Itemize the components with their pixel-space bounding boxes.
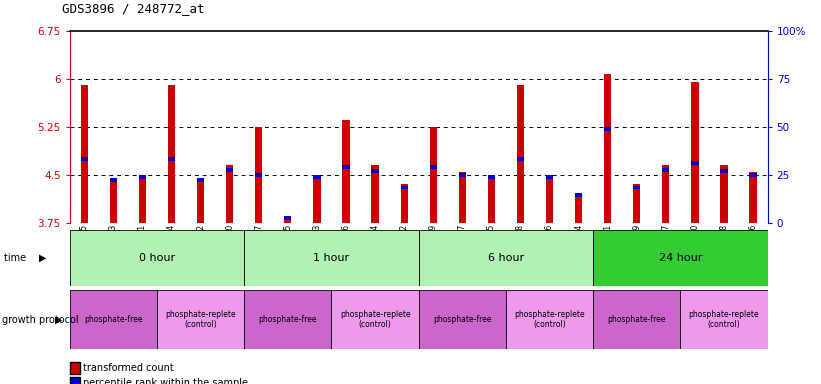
Bar xyxy=(663,165,669,223)
Bar xyxy=(168,85,175,223)
Bar xyxy=(139,175,146,223)
Bar xyxy=(342,165,350,169)
Bar xyxy=(429,165,437,169)
Bar xyxy=(110,178,117,182)
Bar xyxy=(459,173,466,177)
Text: phosphate-replete
(control): phosphate-replete (control) xyxy=(165,310,236,329)
Text: transformed count: transformed count xyxy=(83,363,174,373)
Bar xyxy=(720,169,727,173)
Bar xyxy=(429,127,437,223)
Text: GDS3896 / 248772_at: GDS3896 / 248772_at xyxy=(62,2,204,15)
Bar xyxy=(332,290,419,349)
Bar xyxy=(488,175,495,223)
Bar xyxy=(633,185,640,189)
Bar xyxy=(401,184,408,223)
Bar xyxy=(314,175,320,179)
Bar xyxy=(681,290,768,349)
Bar xyxy=(226,165,233,223)
Bar xyxy=(245,230,419,286)
Text: phosphate-free: phosphate-free xyxy=(84,315,143,324)
Text: phosphate-replete
(control): phosphate-replete (control) xyxy=(514,310,585,329)
Text: ▶: ▶ xyxy=(55,314,62,325)
Bar xyxy=(604,127,612,131)
Bar xyxy=(593,230,768,286)
Bar xyxy=(80,157,88,161)
Bar xyxy=(110,178,117,223)
Bar xyxy=(70,230,245,286)
Bar xyxy=(488,175,495,179)
Bar xyxy=(197,178,204,223)
Text: ▶: ▶ xyxy=(39,253,47,263)
Bar xyxy=(371,169,378,173)
Bar xyxy=(226,168,233,172)
Bar xyxy=(371,165,378,223)
Bar xyxy=(255,127,263,223)
Bar xyxy=(575,193,582,197)
Bar xyxy=(517,85,524,223)
Text: phosphate-free: phosphate-free xyxy=(259,315,317,324)
Bar xyxy=(593,290,681,349)
Text: 24 hour: 24 hour xyxy=(658,253,702,263)
Bar xyxy=(284,216,291,223)
Text: 1 hour: 1 hour xyxy=(314,253,350,263)
Bar xyxy=(314,176,320,223)
Bar xyxy=(506,290,594,349)
Text: time: time xyxy=(4,253,30,263)
Bar xyxy=(750,172,757,223)
Text: 6 hour: 6 hour xyxy=(488,253,524,263)
Bar xyxy=(284,216,291,220)
Bar xyxy=(575,194,582,223)
Bar xyxy=(401,185,408,189)
Bar xyxy=(255,173,263,177)
Text: phosphate-replete
(control): phosphate-replete (control) xyxy=(689,310,759,329)
Bar xyxy=(459,172,466,223)
Bar xyxy=(342,120,350,223)
Text: growth protocol: growth protocol xyxy=(2,314,81,325)
Bar xyxy=(80,85,88,223)
Bar xyxy=(546,175,553,179)
Text: phosphate-free: phosphate-free xyxy=(608,315,666,324)
Bar xyxy=(168,157,175,161)
Text: phosphate-replete
(control): phosphate-replete (control) xyxy=(340,310,410,329)
Bar xyxy=(720,165,727,223)
Bar xyxy=(419,230,594,286)
Bar xyxy=(419,290,506,349)
Bar xyxy=(139,175,146,179)
Bar xyxy=(157,290,245,349)
Text: 0 hour: 0 hour xyxy=(139,253,175,263)
Bar xyxy=(633,184,640,223)
Bar xyxy=(546,175,553,223)
Bar xyxy=(70,290,157,349)
Bar xyxy=(197,178,204,182)
Text: percentile rank within the sample: percentile rank within the sample xyxy=(83,378,248,384)
Bar xyxy=(245,290,332,349)
Text: phosphate-free: phosphate-free xyxy=(433,315,492,324)
Bar xyxy=(691,161,699,165)
Bar xyxy=(517,157,524,161)
Bar xyxy=(663,168,669,172)
Bar xyxy=(750,173,757,177)
Bar xyxy=(691,82,699,223)
Bar xyxy=(604,74,612,223)
